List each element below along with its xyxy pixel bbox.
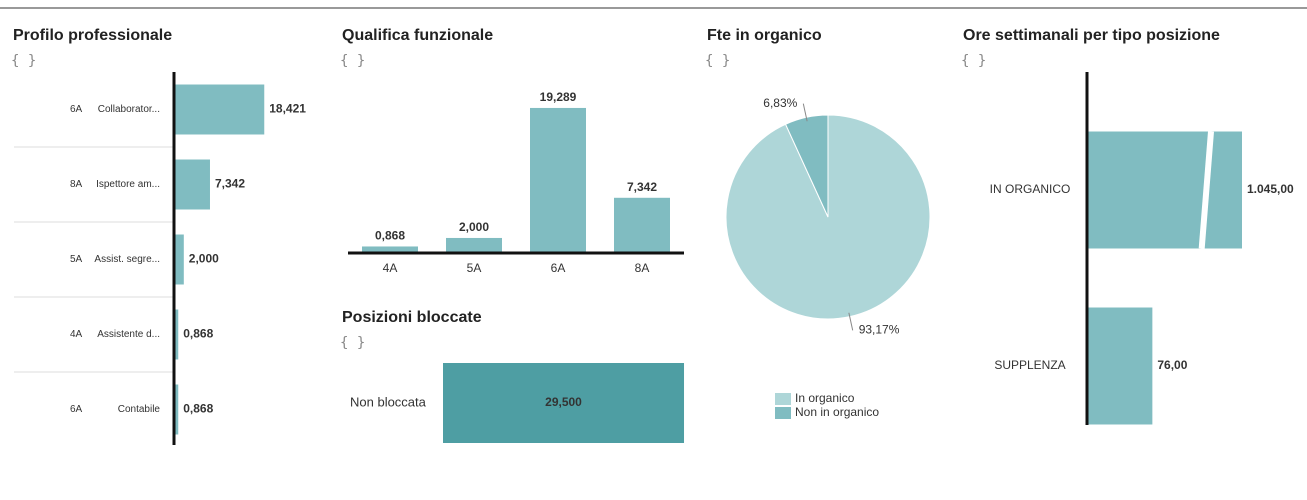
category-code: 6A	[70, 404, 83, 415]
value-label: 7,342	[627, 180, 657, 194]
bar	[443, 363, 685, 443]
category-code: 5A	[70, 254, 83, 265]
bar	[1087, 131, 1242, 249]
category-label: 8A	[635, 261, 650, 275]
category-code: 6A	[70, 104, 83, 115]
bar	[174, 234, 184, 285]
category-label: Contabile	[118, 404, 161, 415]
category-label: 6A	[551, 261, 566, 275]
value-label: 0,868	[183, 327, 213, 341]
bar	[362, 246, 418, 253]
leader-line	[848, 312, 854, 331]
chart-title: Qualifica funzionale	[342, 27, 493, 44]
chart-title: Fte in organico	[707, 27, 822, 44]
value-label: 2,000	[189, 252, 219, 266]
category-label: 5A	[467, 261, 482, 275]
value-label: 76,00	[1157, 358, 1187, 372]
category-code: 4A	[70, 329, 83, 340]
value-label: 7,342	[215, 177, 245, 191]
value-label: 93,17%	[859, 323, 900, 337]
value-label: 18,421	[269, 102, 306, 116]
bar	[446, 237, 502, 253]
axis-break	[1198, 131, 1214, 249]
chart-title: Posizioni bloccate	[342, 309, 482, 326]
category-label: Non bloccata	[350, 394, 427, 409]
value-label: 1.045,00	[1247, 182, 1294, 196]
chart-subtitle: { }	[11, 53, 36, 69]
value-label: 6,83%	[763, 96, 797, 110]
value-label: 0,868	[375, 229, 405, 243]
category-code: 8A	[70, 179, 83, 190]
chart-title: Ore settimanali per tipo posizione	[963, 27, 1220, 44]
chart-subtitle: { }	[340, 335, 365, 351]
category-label: Assist. segre...	[94, 254, 160, 265]
bar	[174, 309, 179, 360]
chart-subtitle: { }	[961, 53, 986, 69]
bar	[614, 197, 670, 253]
bar	[174, 159, 210, 210]
chart-title: Profilo professionale	[13, 27, 172, 44]
bar	[530, 107, 586, 253]
value-label: 29,500	[545, 395, 582, 409]
value-label: 0,868	[183, 402, 213, 416]
category-label: Ispettore am...	[96, 179, 160, 190]
leader-line	[802, 103, 808, 122]
legend-label: In organico	[795, 391, 855, 405]
chart-subtitle: { }	[340, 53, 365, 69]
category-label: 4A	[383, 261, 398, 275]
value-label: 2,000	[459, 220, 489, 234]
category-label: Assistente d...	[97, 329, 160, 340]
chart-subtitle: { }	[705, 53, 730, 69]
legend-swatch	[775, 393, 791, 405]
legend-swatch	[775, 407, 791, 419]
legend-label: Non in organico	[795, 405, 879, 419]
bar	[1087, 307, 1153, 425]
category-label: Collaborator...	[98, 104, 160, 115]
value-label: 19,289	[540, 90, 577, 104]
bar	[174, 384, 179, 435]
category-label: SUPPLENZA	[994, 358, 1065, 372]
category-label: IN ORGANICO	[990, 182, 1071, 196]
bar	[174, 84, 265, 135]
